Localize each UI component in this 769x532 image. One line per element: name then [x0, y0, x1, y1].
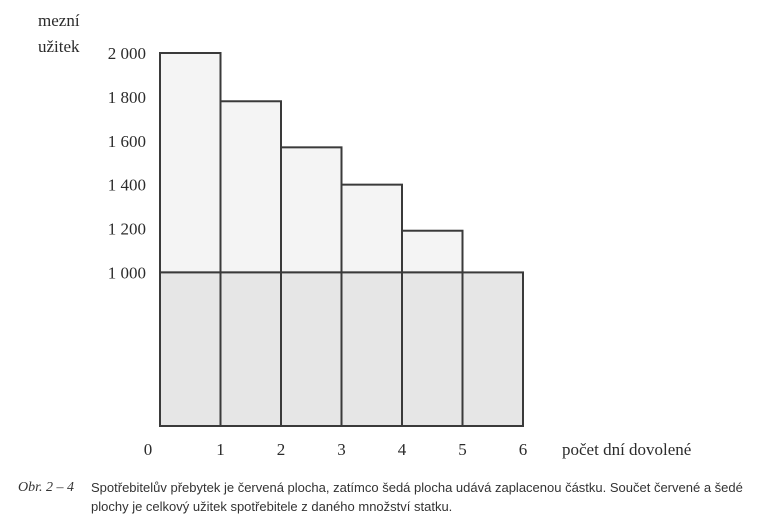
x-tick-label: 3	[337, 440, 346, 459]
y-tick-label: 1 800	[108, 88, 146, 107]
x-tick-label: 1	[216, 440, 225, 459]
y-axis-label: mezní užitek	[38, 11, 80, 56]
y-tick-label: 1 200	[108, 220, 146, 239]
y-tick-label: 1 000	[108, 263, 146, 282]
x-tick-label: 0	[144, 440, 153, 459]
bar-upper-1	[159, 52, 222, 274]
x-tick-label: 2	[277, 440, 286, 459]
caption-text: Spotřebitelův přebytek je červená plocha…	[91, 480, 743, 514]
y-tick-label: 2 000	[108, 44, 146, 63]
bar-lower-6	[461, 271, 524, 428]
x-tick-label: 4	[398, 440, 407, 459]
bar-lower-4	[340, 271, 403, 428]
bar-lower-3	[280, 271, 343, 428]
y-tick-label: 1 400	[108, 176, 146, 195]
x-tick-label: 6	[519, 440, 528, 459]
x-tick-label: 5	[458, 440, 467, 459]
bar-lower-1	[159, 271, 222, 428]
bar-lower-5	[401, 271, 464, 428]
y-tick-label: 1 600	[108, 132, 146, 151]
bar-upper-5	[401, 229, 464, 274]
bar-upper-4	[340, 183, 403, 274]
bar-chart: 2 000 1 800 1 600 1 400 1 200 1 000 0 1 2 3 4 5 6 poč…	[108, 44, 692, 459]
caption-number: Obr. 2 – 4	[18, 480, 75, 495]
x-axis-label: počet dní dovolené	[562, 440, 691, 459]
bar-upper-2	[219, 100, 282, 274]
figure-caption: Obr. 2 – 4 Spotřebitelův přebytek je čer…	[18, 478, 758, 516]
bar-lower-2	[219, 271, 282, 428]
bar-upper-3	[280, 146, 343, 274]
